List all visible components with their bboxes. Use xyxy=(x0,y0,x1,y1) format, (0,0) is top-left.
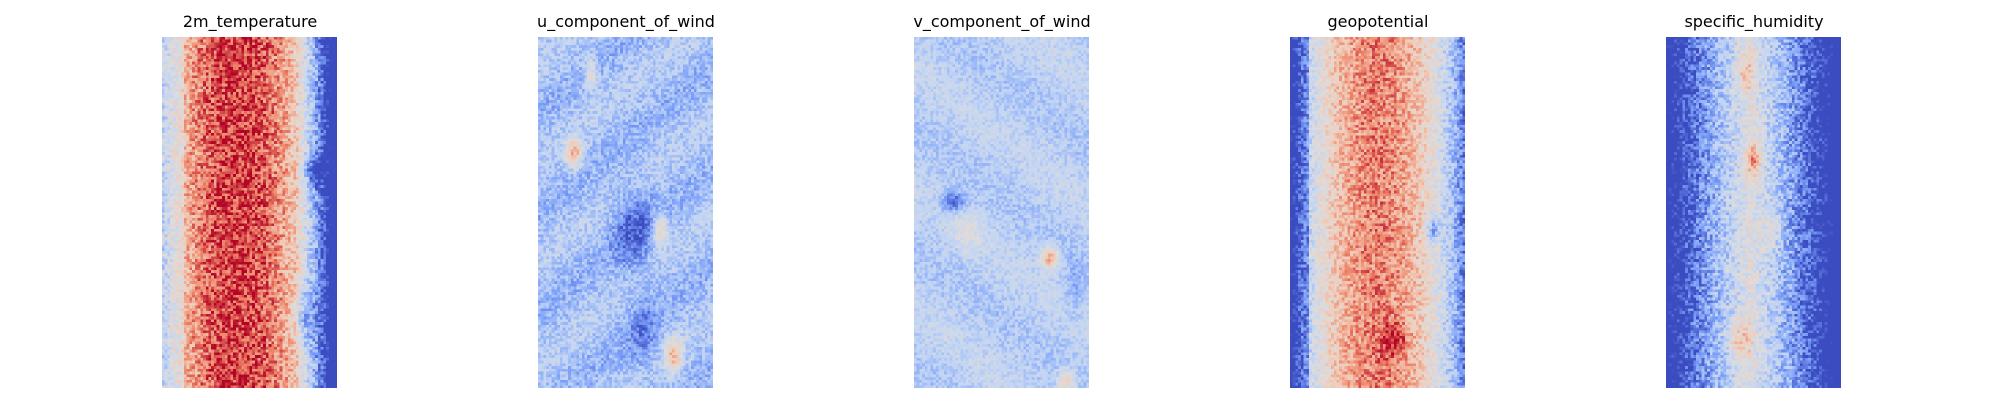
panel-specific-humidity: specific_humidity xyxy=(1624,0,1884,400)
panel-title: v_component_of_wind xyxy=(913,12,1091,31)
heatmap-v-component-of-wind xyxy=(914,37,1089,388)
heatmap-2m-temperature xyxy=(162,37,337,388)
panel-title: u_component_of_wind xyxy=(537,12,715,31)
panel-title: geopotential xyxy=(1327,12,1429,31)
heatmap-u-component-of-wind xyxy=(538,37,713,388)
panel-title: specific_humidity xyxy=(1684,12,1824,31)
panel-title: 2m_temperature xyxy=(182,12,318,31)
panel-u-component-of-wind: u_component_of_wind xyxy=(496,0,756,400)
panel-geopotential: geopotential xyxy=(1248,0,1508,400)
heatmap-specific-humidity xyxy=(1666,37,1841,388)
heatmap-geopotential xyxy=(1290,37,1465,388)
panel-v-component-of-wind: v_component_of_wind xyxy=(872,0,1132,400)
panel-2m-temperature: 2m_temperature xyxy=(120,0,380,400)
